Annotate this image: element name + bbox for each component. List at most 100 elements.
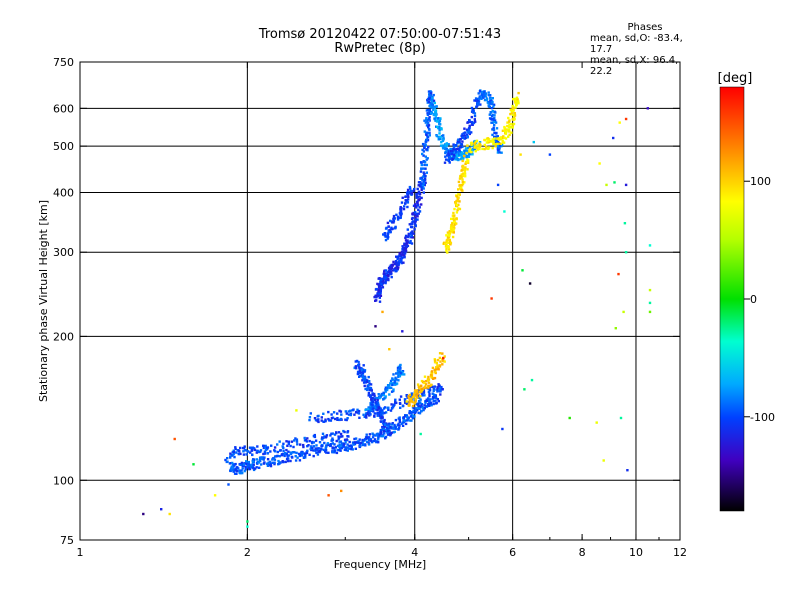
data-point-906 xyxy=(397,375,400,379)
data-point-252 xyxy=(344,441,347,444)
data-point-281 xyxy=(354,437,358,440)
data-point-1599 xyxy=(429,92,433,95)
data-point-666 xyxy=(327,417,330,421)
data-point-80 xyxy=(252,466,255,470)
data-point-1235 xyxy=(394,261,398,264)
x-tick-label-0: 1 xyxy=(77,546,84,559)
data-point-29 xyxy=(234,462,237,466)
data-point-571 xyxy=(276,450,279,454)
data-point-2460 xyxy=(374,325,377,328)
data-point-1414 xyxy=(389,219,392,223)
data-point-804 xyxy=(435,388,438,391)
data-point-1842 xyxy=(454,150,458,153)
colorbar xyxy=(719,86,745,512)
data-point-915 xyxy=(395,372,398,375)
data-point-1748 xyxy=(462,153,465,156)
data-point-131 xyxy=(278,461,282,464)
data-point-2436 xyxy=(439,360,442,363)
data-point-2170 xyxy=(464,175,467,178)
data-point-1153 xyxy=(378,277,381,280)
data-point-2156 xyxy=(457,188,460,191)
data-point-2461 xyxy=(381,310,384,314)
data-point-477 xyxy=(425,405,429,408)
data-point-2282 xyxy=(503,129,506,132)
data-point-1980 xyxy=(492,103,496,106)
data-point-2272 xyxy=(501,129,505,132)
data-point-644 xyxy=(343,438,347,441)
data-point-2273 xyxy=(502,136,505,139)
data-point-2310 xyxy=(513,118,516,121)
data-point-647 xyxy=(346,435,349,438)
data-point-1899 xyxy=(470,115,473,119)
data-point-1893 xyxy=(473,118,476,121)
data-point-806 xyxy=(433,394,436,397)
data-point-2448 xyxy=(142,512,145,516)
data-point-567 xyxy=(270,444,273,447)
data-point-2486 xyxy=(619,416,623,420)
data-point-704 xyxy=(362,413,365,416)
data-point-31 xyxy=(238,471,241,474)
data-point-2426 xyxy=(436,365,439,369)
data-point-1320 xyxy=(411,220,415,223)
data-point-764 xyxy=(406,396,409,399)
data-point-586 xyxy=(287,440,291,443)
data-point-496 xyxy=(432,402,435,406)
data-point-351 xyxy=(384,435,388,439)
data-point-1655 xyxy=(440,127,443,130)
data-point-102 xyxy=(266,462,269,466)
data-point-784 xyxy=(417,389,420,392)
data-point-823 xyxy=(440,385,443,389)
data-point-451 xyxy=(417,407,421,410)
data-point-685 xyxy=(345,418,348,422)
data-point-748 xyxy=(391,405,395,409)
data-point-2485 xyxy=(618,121,621,124)
data-point-995 xyxy=(367,383,370,387)
data-point-2141 xyxy=(455,204,459,207)
data-point-1951 xyxy=(483,91,486,94)
data-point-2409 xyxy=(427,375,430,379)
data-point-57 xyxy=(245,463,248,466)
data-point-521 xyxy=(235,451,238,454)
x-tick-label-2: 4 xyxy=(411,546,418,559)
data-point-2233 xyxy=(485,141,489,144)
data-point-1007 xyxy=(367,394,370,397)
data-point-695 xyxy=(349,409,352,412)
data-point-581 xyxy=(282,442,285,445)
data-point-607 xyxy=(312,441,316,444)
data-point-1075 xyxy=(382,420,386,424)
data-point-1422 xyxy=(392,219,396,223)
data-point-1040 xyxy=(377,404,380,407)
data-point-1800 xyxy=(444,158,448,161)
data-point-770 xyxy=(409,396,412,399)
data-point-872 xyxy=(383,397,386,400)
data-point-1631 xyxy=(434,116,437,119)
data-point-2469 xyxy=(501,427,504,431)
data-point-34 xyxy=(236,469,239,473)
data-point-1660 xyxy=(440,134,444,138)
data-point-1451 xyxy=(403,205,406,208)
data-point-1403 xyxy=(388,228,392,232)
data-point-2477 xyxy=(568,416,571,420)
data-point-2443 xyxy=(441,352,444,355)
data-point-1119 xyxy=(379,294,383,297)
data-point-1902 xyxy=(470,106,474,110)
data-point-1482 xyxy=(420,182,423,185)
data-point-1523 xyxy=(424,144,427,147)
data-point-512 xyxy=(234,447,237,451)
data-point-584 xyxy=(289,444,292,448)
data-point-476 xyxy=(425,399,429,402)
data-point-1840 xyxy=(458,150,461,153)
data-point-2114 xyxy=(452,220,456,224)
data-point-277 xyxy=(353,442,357,446)
data-point-365 xyxy=(387,433,390,436)
data-point-250 xyxy=(339,444,343,447)
data-point-176 xyxy=(304,454,307,457)
data-point-291 xyxy=(360,442,363,445)
data-point-2421 xyxy=(433,370,437,373)
data-point-0 xyxy=(224,458,227,462)
data-point-1305 xyxy=(411,236,414,239)
data-point-345 xyxy=(380,435,383,438)
data-point-2487 xyxy=(622,310,625,314)
data-point-1139 xyxy=(379,286,383,290)
